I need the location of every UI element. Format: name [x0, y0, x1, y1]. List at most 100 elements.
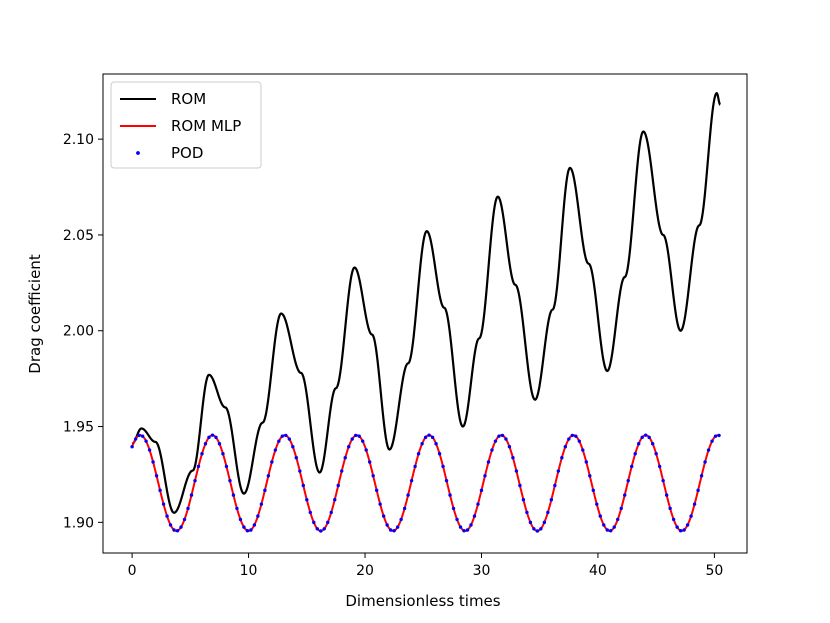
pod-point — [416, 452, 421, 456]
pod-point — [581, 448, 585, 452]
pod-point — [312, 520, 316, 525]
pod-point — [336, 483, 340, 488]
pod-point — [409, 478, 414, 483]
pod-point — [151, 460, 155, 464]
pod-point — [315, 527, 319, 531]
pod-point — [434, 442, 438, 446]
legend-marker-pod — [136, 151, 140, 155]
pod-point — [577, 439, 581, 443]
pod-point — [371, 474, 375, 478]
pod-point — [406, 493, 410, 497]
pod-point — [619, 506, 623, 511]
pod-point — [385, 523, 389, 527]
pod-point — [437, 452, 442, 456]
pod-point — [270, 460, 274, 464]
pod-point — [717, 433, 721, 438]
pod-point — [357, 434, 361, 438]
pod-point — [567, 437, 571, 441]
pod-point — [147, 448, 152, 452]
pod-point — [333, 498, 337, 502]
pod-point — [472, 514, 477, 518]
pod-point — [626, 478, 630, 483]
pod-point — [542, 520, 547, 525]
pod-point — [591, 488, 595, 493]
pod-point — [430, 435, 435, 440]
pod-point — [388, 528, 393, 532]
pod-point — [584, 460, 588, 464]
pod-point — [441, 464, 445, 469]
pod-point — [504, 437, 508, 441]
pod-point — [612, 525, 616, 529]
pod-point — [196, 464, 201, 469]
legend-label: ROM — [171, 90, 206, 108]
pod-point — [689, 514, 693, 518]
pod-point — [277, 439, 281, 443]
legend-label: POD — [171, 144, 203, 162]
pod-point — [661, 478, 665, 483]
pod-point — [294, 456, 299, 460]
x-tick-label: 10 — [240, 563, 258, 579]
pod-point — [476, 502, 480, 506]
pod-point — [235, 506, 239, 511]
pod-point — [657, 464, 662, 469]
pod-point — [605, 528, 609, 532]
pod-point — [609, 529, 613, 533]
pod-point — [560, 456, 564, 460]
legend-label: ROM MLP — [171, 117, 241, 135]
x-axis: 0 10 20 30 40 50 — [128, 553, 723, 579]
plot-frame — [102, 73, 748, 554]
pod-point — [263, 488, 267, 493]
series-line-rom — [131, 92, 722, 514]
pod-point — [514, 469, 519, 473]
pod-point — [291, 445, 295, 449]
pod-point — [423, 435, 428, 440]
pod-point — [217, 442, 222, 446]
pod-point — [326, 520, 330, 525]
pod-point — [214, 435, 218, 440]
y-tick-label: 2.00 — [63, 324, 94, 340]
pod-point — [682, 528, 686, 532]
pod-point — [340, 469, 344, 473]
pod-point — [448, 493, 452, 497]
pod-point — [595, 502, 599, 506]
pod-point — [451, 506, 456, 511]
pod-point — [598, 514, 602, 518]
pod-point — [420, 442, 424, 446]
pod-point — [165, 514, 169, 518]
pod-point — [329, 510, 333, 515]
pod-point — [563, 445, 568, 449]
pod-point — [500, 433, 505, 438]
pod-point — [427, 433, 431, 437]
pod-point — [298, 469, 302, 473]
pod-point — [168, 523, 173, 527]
pod-point — [207, 435, 211, 440]
pod-point — [266, 474, 271, 478]
pod-point — [238, 517, 243, 522]
pod-point — [308, 510, 312, 515]
pod-point — [284, 433, 288, 438]
pod-point — [137, 433, 141, 438]
plot-area — [102, 73, 748, 554]
pod-point — [469, 523, 473, 527]
pod-point — [588, 474, 592, 478]
legend-box — [110, 81, 262, 169]
pod-point — [364, 448, 368, 452]
pod-point — [179, 525, 183, 529]
pod-point — [511, 456, 515, 460]
pod-point — [301, 483, 305, 488]
pod-point — [381, 514, 386, 518]
pod-point — [692, 502, 697, 506]
pod-point — [532, 527, 536, 531]
pod-point — [696, 488, 700, 493]
pod-point — [521, 498, 526, 502]
pod-point — [685, 523, 690, 527]
pod-point — [189, 493, 194, 497]
pod-point — [182, 517, 187, 522]
pod-point — [161, 502, 166, 506]
pod-point — [465, 528, 470, 532]
pod-point — [444, 478, 449, 483]
y-tick-label: 1.95 — [63, 420, 94, 436]
pod-point — [539, 527, 543, 531]
pod-point — [361, 439, 365, 443]
